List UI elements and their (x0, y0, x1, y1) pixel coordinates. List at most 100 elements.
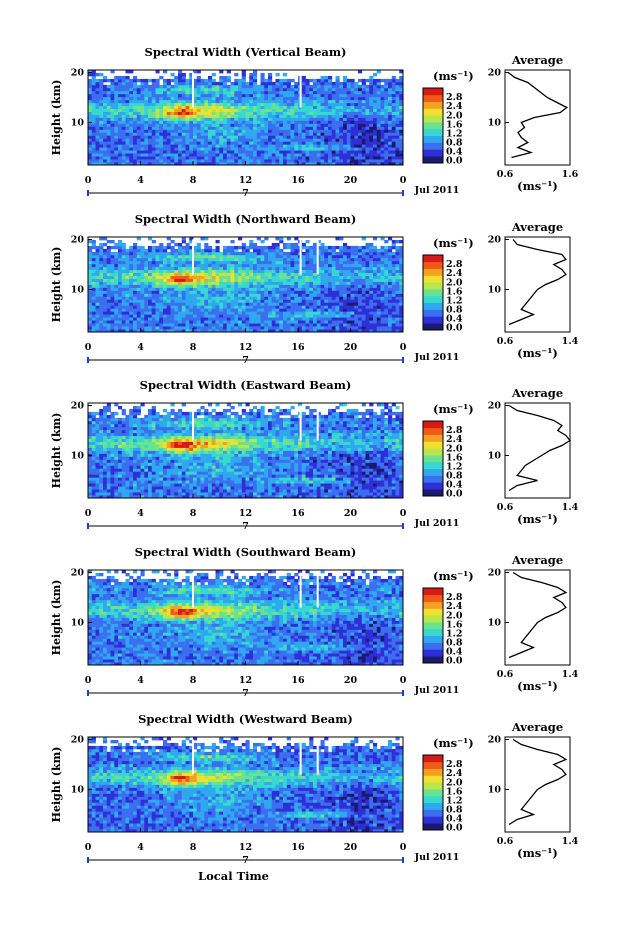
heatmap-cell (242, 311, 246, 314)
heatmap-cell (182, 129, 186, 132)
heatmap-cell (103, 118, 107, 121)
heatmap-cell (96, 317, 100, 320)
heatmap-cell (223, 282, 227, 285)
heatmap-cell (366, 94, 370, 97)
heatmap-cell (249, 112, 253, 115)
heatmap-cell (197, 296, 201, 299)
heatmap-cell (264, 100, 268, 103)
heatmap-cell (336, 279, 340, 282)
heatmap-cell (347, 290, 351, 293)
heatmap-cell (107, 115, 111, 118)
heatmap-cell (343, 246, 347, 249)
heatmap-cell (291, 326, 295, 329)
heatmap-cell (129, 285, 133, 288)
heatmap-cell (381, 123, 385, 126)
heatmap-cell (92, 106, 96, 109)
heatmap-cell (332, 276, 336, 279)
heatmap-cell (126, 118, 130, 121)
heatmap-cell (343, 261, 347, 264)
heatmap-cell (118, 79, 122, 82)
heatmap-cell (279, 79, 283, 82)
heatmap-cell (197, 159, 201, 162)
heatmap-cell (302, 135, 306, 138)
heatmap-cell (283, 302, 287, 305)
heatmap-cell (268, 302, 272, 305)
heatmap-cell (201, 264, 205, 267)
heatmap-cell (212, 135, 216, 138)
heatmap-cell (238, 103, 242, 106)
heatmap-cell (253, 70, 257, 73)
heatmap-cell (193, 305, 197, 308)
heatmap-cell (163, 147, 167, 150)
heatmap-cell (246, 129, 250, 132)
heatmap-cell (321, 273, 325, 276)
heatmap-cell (167, 320, 171, 323)
heatmap-cell (384, 279, 388, 282)
heatmap-cell (238, 97, 242, 100)
heatmap-cell (313, 135, 317, 138)
heatmap-cell (231, 132, 235, 135)
heatmap-cell (343, 115, 347, 118)
heatmap-cell (163, 112, 167, 115)
heatmap-cell (249, 290, 253, 293)
heatmap-cell (234, 82, 238, 85)
heatmap-cell (96, 261, 100, 264)
heatmap-cell (276, 302, 280, 305)
heatmap-cell (148, 150, 152, 153)
heatmap-cell (354, 97, 358, 100)
heatmap-cell (377, 82, 381, 85)
heatmap-cell (242, 94, 246, 97)
heatmap-cell (279, 94, 283, 97)
heatmap-cell (103, 311, 107, 314)
heatmap-cell (373, 144, 377, 147)
heatmap-cell (156, 326, 160, 329)
heatmap-cell (88, 82, 92, 85)
heatmap-cell (227, 276, 231, 279)
heatmap-cell (321, 85, 325, 88)
heatmap-cell (302, 126, 306, 129)
heatmap-cell (144, 264, 148, 267)
heatmap-cell (92, 103, 96, 106)
heatmap-cell (111, 91, 115, 94)
heatmap-cell (317, 299, 321, 302)
heatmap-cell (377, 85, 381, 88)
heatmap-cell (99, 282, 103, 285)
heatmap-cell (268, 287, 272, 290)
heatmap-cell (283, 112, 287, 115)
heatmap-cell (216, 279, 220, 282)
heatmap-cell (197, 314, 201, 317)
heatmap-cell (231, 311, 235, 314)
heatmap-cell (287, 326, 291, 329)
heatmap-cell (201, 296, 205, 299)
heatmap-cell (178, 156, 182, 159)
heatmap-cell (182, 290, 186, 293)
heatmap-cell (351, 115, 355, 118)
heatmap-cell (343, 314, 347, 317)
heatmap-cell (279, 138, 283, 141)
heatmap-cell (189, 311, 193, 314)
heatmap-cell (272, 287, 276, 290)
heatmap-cell (167, 147, 171, 150)
heatmap-cell (302, 147, 306, 150)
heatmap-cell (96, 126, 100, 129)
heatmap-cell (384, 144, 388, 147)
heatmap-cell (268, 147, 272, 150)
heatmap-cell (306, 132, 310, 135)
heatmap-cell (201, 326, 205, 329)
heatmap-cell (246, 282, 250, 285)
heatmap-cell (159, 314, 163, 317)
heatmap-cell (238, 279, 242, 282)
heatmap-cell (321, 314, 325, 317)
heatmap-cell (362, 252, 366, 255)
heatmap-cell (234, 261, 238, 264)
heatmap-cell (384, 126, 388, 129)
heatmap-cell (309, 323, 313, 326)
heatmap-cell (343, 287, 347, 290)
heatmap-cell (107, 132, 111, 135)
heatmap-cell (126, 106, 130, 109)
heatmap-cell (96, 264, 100, 267)
heatmap-cell (358, 115, 362, 118)
heatmap-cell (133, 106, 137, 109)
heatmap-cell (163, 120, 167, 123)
heatmap-cell (317, 314, 321, 317)
